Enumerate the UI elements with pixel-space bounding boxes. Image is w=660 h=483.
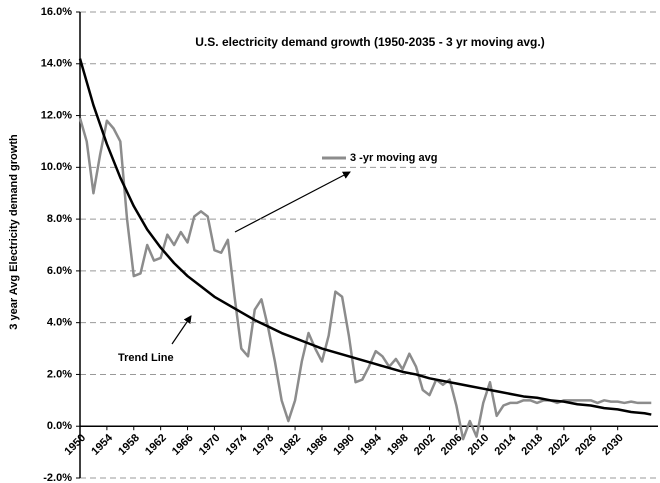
y-tick-label: 12.0% [41,109,72,121]
y-tick-label: -2.0% [43,472,72,483]
x-tick-label: 1974 [224,431,250,457]
x-tick-label: 1978 [251,432,277,458]
x-tick-label: 1998 [385,432,411,458]
x-tick-label: 1950 [62,432,88,458]
x-tick-label: 2002 [412,432,438,458]
series-line [78,117,652,441]
x-tick-label: 2022 [546,432,572,458]
y-tick-label: 10.0% [41,161,72,173]
x-tick-label: 1966 [170,432,196,458]
y-tick-label: 14.0% [41,58,72,70]
x-tick-label: 1994 [358,431,384,457]
y-tick-label: 4.0% [47,317,72,329]
legend-label: 3 -yr moving avg [350,152,437,164]
x-tick-label: 2006 [439,432,465,458]
annotation-label: Trend Line [118,352,174,364]
x-tick-label: 1962 [143,432,169,458]
x-tick-label: 2018 [519,432,545,458]
y-axis-label: 3 year Avg Electricity demand growth [8,134,20,330]
x-tick-label: 1954 [89,431,115,457]
x-tick-label: 2026 [573,432,599,458]
y-tick-label: 8.0% [47,213,72,225]
x-tick-label: 2030 [600,432,626,458]
chart-title: U.S. electricity demand growth (1950-203… [195,35,544,49]
x-tick-label: 1970 [197,432,223,458]
y-tick-label: 16.0% [41,6,72,18]
y-tick-label: 6.0% [47,265,72,277]
x-tick-label: 2014 [493,431,519,457]
series-line [78,58,652,416]
annotation-arrow [171,315,192,345]
x-tick-label: 1982 [277,432,303,458]
x-tick-label: 2010 [466,432,492,458]
x-tick-label: 1958 [116,432,142,458]
x-tick-label: 1986 [304,432,330,458]
annotation-arrow [234,171,351,233]
y-tick-label: 0.0% [47,420,72,432]
x-tick-label: 1990 [331,432,357,458]
y-tick-label: 2.0% [47,368,72,380]
